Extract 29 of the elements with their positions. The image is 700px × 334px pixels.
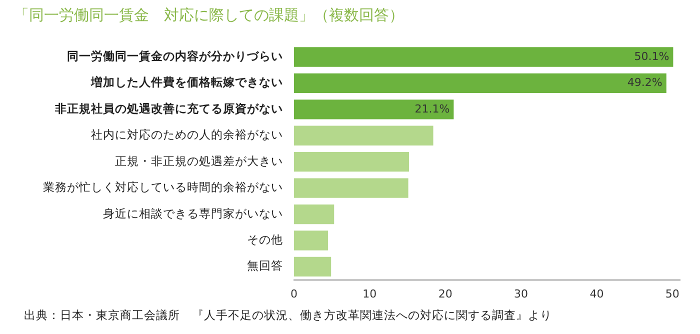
x-tick-label: 20	[438, 287, 452, 300]
bar	[294, 47, 674, 67]
y-tick-label: その他	[247, 232, 283, 246]
y-tick-label: 業務が忙しく対応している時間的余裕がない	[43, 180, 283, 194]
y-tick-label: 身近に相談できる専門家がいない	[103, 206, 283, 220]
chart-title: 「同一労働同一賃金 対応に際しての課題」（複数回答）	[13, 5, 405, 26]
y-tick-label: 社内に対応のための人的余裕がない	[91, 128, 283, 142]
data-label: 21.1%	[414, 102, 450, 116]
x-tick-label: 40	[590, 287, 604, 300]
bar	[294, 230, 328, 250]
bar	[294, 152, 410, 172]
y-tick-label: 正規・非正規の処遇差が大きい	[115, 154, 283, 168]
bar	[294, 100, 454, 120]
y-tick-label: 同一労働同一賃金の内容が分かりづらい	[67, 48, 283, 63]
x-tick-label: 30	[514, 287, 528, 300]
y-tick-label: 非正規社員の処遇改善に充てる原資がない	[54, 101, 283, 116]
bar	[294, 178, 408, 198]
y-tick-label: 増加した人件費を価格転嫁できない	[90, 75, 283, 90]
bar	[294, 73, 666, 94]
bar	[294, 126, 434, 146]
x-tick-label: 0	[290, 287, 298, 300]
bar	[294, 256, 332, 277]
source-note: 出典：日本・東京商工会議所 『人手不足の状況、働き方改革関連法への対応に関する調査』より	[23, 308, 553, 323]
y-tick-label: 無回答	[247, 258, 283, 273]
x-tick-label: 10	[362, 287, 377, 300]
data-label: 49.2%	[627, 76, 662, 90]
x-tick-label: 50	[665, 287, 680, 300]
bar	[294, 204, 334, 224]
data-label: 50.1%	[634, 50, 670, 63]
